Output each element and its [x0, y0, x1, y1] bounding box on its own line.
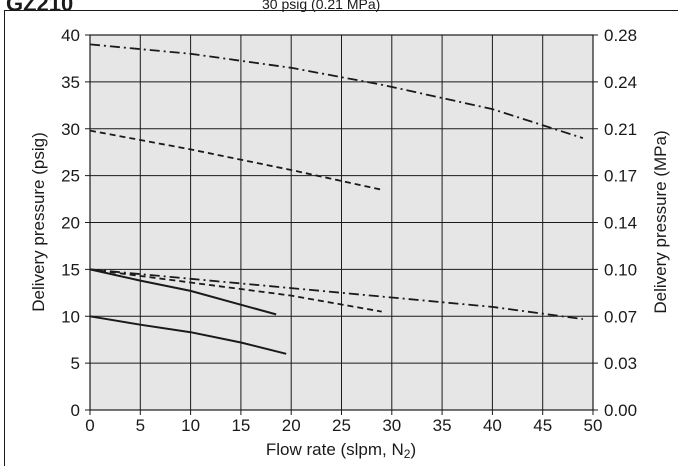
y2-tick-label: 0.14: [604, 214, 637, 233]
chart-header-title: GZ210: [6, 0, 74, 16]
data-series: [89, 43, 584, 355]
y-tick-label: 25: [61, 167, 80, 186]
series-line-4: [89, 268, 382, 313]
x-tick-label: 45: [533, 416, 552, 435]
y-tick-label: 40: [61, 26, 80, 45]
x-tick-label: 5: [136, 416, 145, 435]
x-tick-label: 30: [382, 416, 401, 435]
y2-axis-label: Delivery pressure (MPa): [651, 130, 670, 313]
y-tick-label: 10: [61, 307, 80, 326]
grid-lines: [90, 35, 593, 410]
y-tick-label: 30: [61, 120, 80, 139]
series-line-5: [89, 268, 277, 316]
x-tick-label: 10: [181, 416, 200, 435]
y2-tick-label: 0.10: [604, 260, 637, 279]
y2-tick-label: 0.28: [604, 26, 637, 45]
chart-header-subtitle: 30 psig (0.21 MPa): [262, 0, 381, 12]
series-line-3: [89, 268, 584, 320]
series-line-1: [89, 43, 584, 139]
y-tick-label: 0: [71, 401, 80, 420]
y-tick-label: 15: [61, 260, 80, 279]
x-axis-label-end: ): [410, 440, 416, 459]
x-axis-label-main: Flow rate (slpm, N: [266, 440, 404, 459]
y2-tick-label: 0.03: [604, 354, 637, 373]
y2-tick-label: 0.21: [604, 120, 637, 139]
series-line-6: [89, 315, 287, 355]
axis-ticks: 0 5 10 15 20 25 30 35 40 45 50 0 5 10 15 20 25 30 35 40 0.00…: [61, 26, 637, 435]
x-tick-label: 40: [483, 416, 502, 435]
x-axis-label: Flow rate (slpm, N2): [266, 440, 416, 461]
series-line-2: [89, 129, 382, 191]
y2-tick-label: 0.24: [604, 73, 637, 92]
x-tick-label: 35: [433, 416, 452, 435]
frame-left-border: [4, 10, 5, 466]
y2-tick-label: 0.17: [604, 167, 637, 186]
y-tick-label: 5: [71, 354, 80, 373]
y-tick-label: 35: [61, 73, 80, 92]
x-tick-label: 50: [584, 416, 603, 435]
x-tick-label: 25: [332, 416, 351, 435]
y2-tick-label: 0.07: [604, 307, 637, 326]
frame-top-border: [4, 10, 678, 11]
x-tick-label: 0: [85, 416, 94, 435]
x-tick-label: 20: [282, 416, 301, 435]
x-axis-label-subscript: 2: [404, 447, 411, 461]
y-axis-label: Delivery pressure (psig): [29, 132, 48, 312]
y-tick-label: 20: [61, 214, 80, 233]
y2-tick-label: 0.00: [604, 401, 637, 420]
x-tick-label: 15: [231, 416, 250, 435]
